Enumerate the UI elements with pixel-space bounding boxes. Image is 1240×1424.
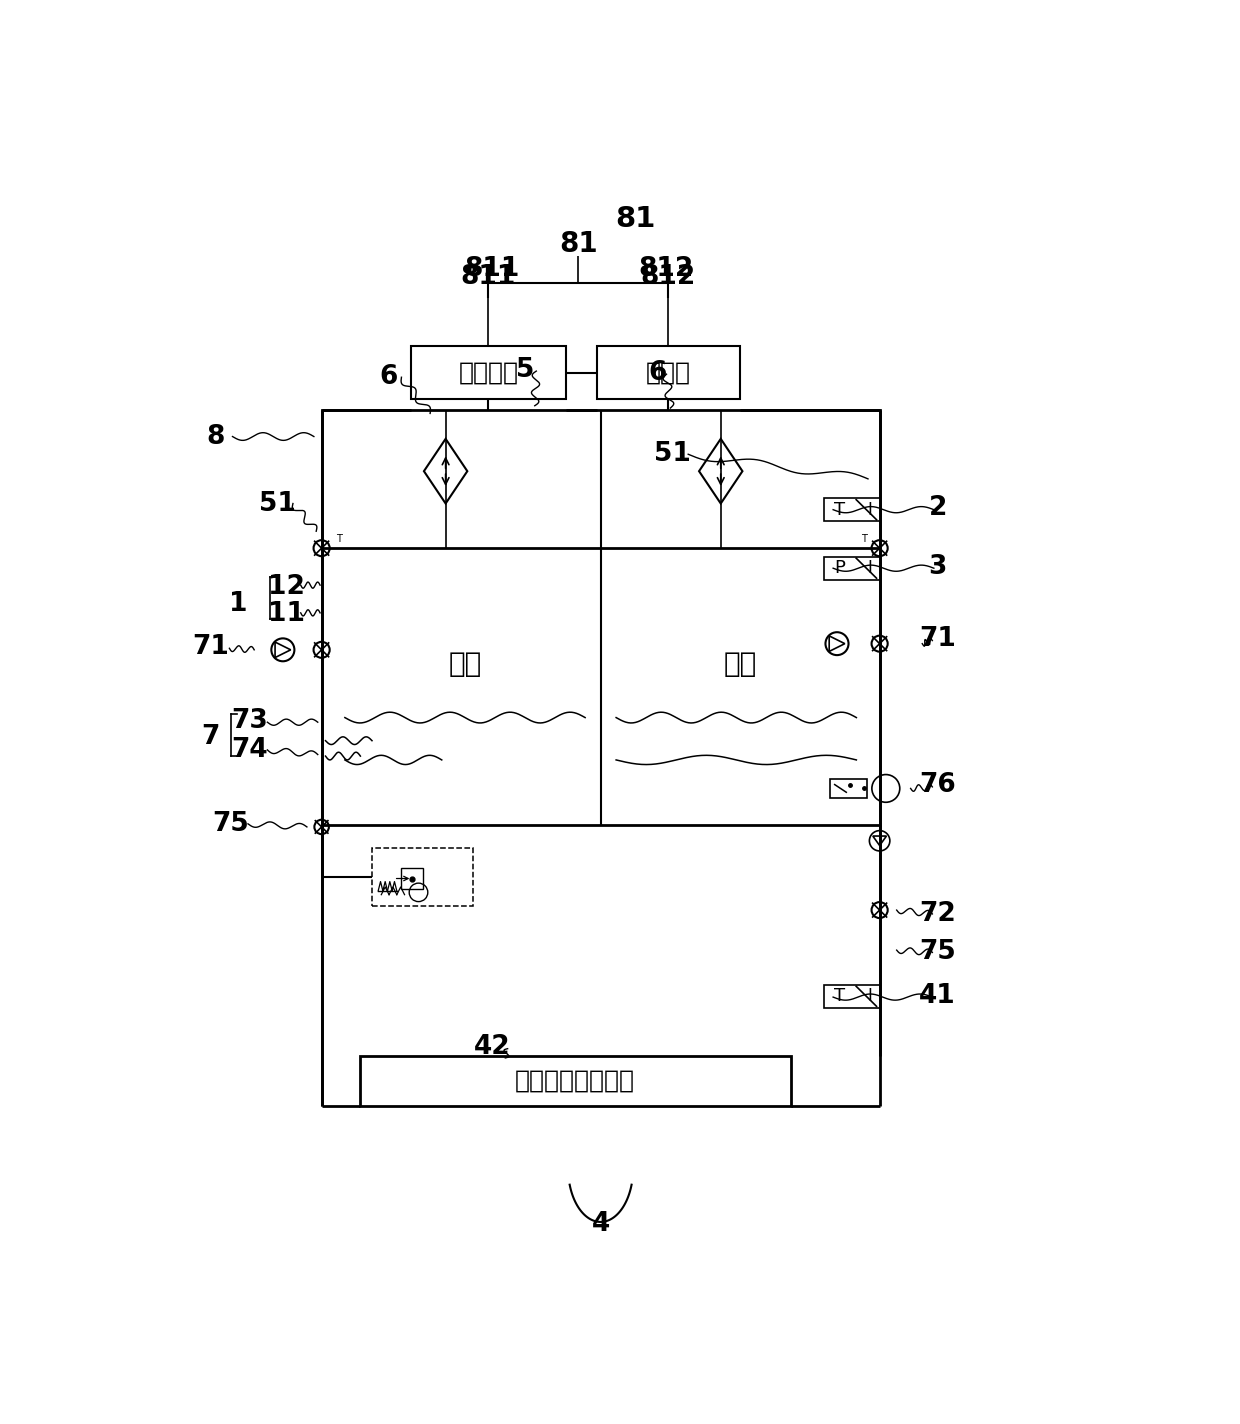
Bar: [372, 849, 472, 906]
Text: 71: 71: [919, 627, 956, 652]
Text: 2: 2: [929, 496, 947, 521]
Text: 51: 51: [259, 490, 296, 517]
Text: 811: 811: [465, 256, 520, 282]
Text: 4: 4: [591, 1212, 610, 1237]
Bar: [830, 779, 867, 797]
Bar: [402, 867, 423, 890]
Text: T: T: [862, 534, 867, 544]
Text: 75: 75: [919, 940, 956, 965]
Text: 811: 811: [460, 263, 516, 290]
Text: 6: 6: [649, 360, 666, 386]
Text: 水加热器: 水加热器: [459, 360, 518, 384]
Text: 812: 812: [639, 256, 694, 282]
Text: 7: 7: [202, 723, 219, 750]
Text: 副舱: 副舱: [449, 649, 481, 678]
Bar: [321, 410, 879, 826]
Text: 8: 8: [206, 423, 224, 450]
Text: 81: 81: [615, 205, 656, 232]
Text: 泵送器: 泵送器: [646, 360, 691, 384]
Text: 812: 812: [640, 263, 696, 290]
Text: 41: 41: [919, 984, 956, 1010]
Text: 主舱: 主舱: [723, 649, 756, 678]
Text: 内水循环散热水路: 内水循环散热水路: [515, 1069, 635, 1094]
Text: 5: 5: [516, 356, 534, 383]
Text: 12: 12: [268, 574, 305, 600]
Text: 76: 76: [919, 772, 956, 799]
Text: 75: 75: [212, 810, 249, 837]
Text: I: I: [867, 501, 872, 518]
Text: T: T: [336, 534, 341, 544]
Text: 71: 71: [192, 634, 229, 659]
Text: T: T: [833, 987, 844, 1005]
Text: I: I: [867, 560, 872, 577]
Text: 51: 51: [655, 441, 691, 467]
Text: 74: 74: [231, 738, 268, 763]
Text: 72: 72: [919, 901, 956, 927]
Text: P: P: [835, 560, 844, 577]
Text: 81: 81: [559, 231, 598, 258]
Bar: [823, 985, 879, 1008]
Bar: [361, 1057, 791, 1106]
Text: T: T: [833, 501, 844, 518]
Bar: [823, 557, 879, 580]
Text: 1: 1: [229, 591, 248, 617]
Text: 6: 6: [379, 365, 398, 390]
Text: 73: 73: [231, 708, 268, 735]
Bar: [823, 498, 879, 521]
Bar: [596, 346, 740, 399]
Text: 42: 42: [474, 1034, 511, 1059]
Text: I: I: [867, 987, 872, 1005]
Text: 3: 3: [929, 554, 947, 581]
Text: 11: 11: [268, 601, 305, 627]
Bar: [410, 346, 565, 399]
